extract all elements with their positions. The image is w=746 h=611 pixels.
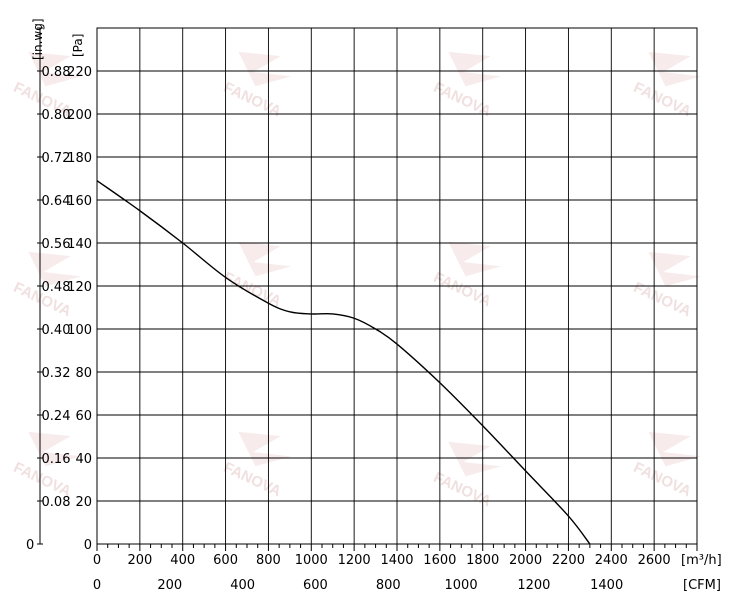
x-tick-label-m3h: 0 — [93, 553, 101, 568]
y-tick-label-inwg: 0.40 — [42, 323, 71, 338]
grid — [96, 27, 698, 545]
x-tick-label-cfm: 1400 — [590, 578, 623, 593]
x-tick-label-m3h: 1800 — [466, 553, 499, 568]
y-tick-label-inwg: 0.64 — [42, 194, 71, 209]
y-tick-label-pa: 60 — [75, 409, 92, 424]
x-tick-label-m3h: 2600 — [638, 553, 671, 568]
x-axis-m3h-ticks: 0 200 400 600 800 1000 1200 1400 1600 1800 2000 220… — [93, 553, 671, 568]
y-tick-label-inwg: 0.80 — [42, 108, 71, 123]
watermark-shape — [448, 51, 502, 87]
y-tick-label-inwg: 0.88 — [42, 65, 71, 80]
x-tick-label-m3h: 1600 — [423, 553, 456, 568]
x-tick-label-m3h: 2000 — [509, 553, 542, 568]
x-axis-cfm-ticks: 0 200 400 600 800 1000 1200 1400 — [93, 578, 623, 593]
y-tick-label-pa: 180 — [67, 151, 92, 166]
y-tick-label-pa: 80 — [75, 366, 92, 381]
watermark-shape — [28, 251, 82, 287]
series-layer — [96, 180, 591, 545]
x-tick-label-m3h: 400 — [170, 553, 195, 568]
watermark-text: FANOVA — [221, 459, 284, 500]
y-tick-label-pa: 120 — [67, 280, 92, 295]
x-tick-label-m3h: 2200 — [552, 553, 585, 568]
watermark-logo: FANOVA — [221, 431, 292, 500]
watermark-logo: FANOVA — [631, 251, 702, 320]
y-tick-label-inwg: 0.72 — [42, 151, 71, 166]
x-tick-label-cfm: 400 — [230, 578, 255, 593]
y-tick-label-pa: 40 — [75, 452, 92, 467]
y-tick-label-inwg: 0.08 — [42, 495, 71, 510]
x-tick-label-cfm: 600 — [303, 578, 328, 593]
y-tick-label-inwg: 0 — [26, 538, 34, 553]
x-tick-label-cfm: 1000 — [445, 578, 478, 593]
watermark-logo: FANOVA — [221, 51, 292, 120]
watermark-logo: FANOVA — [631, 51, 702, 120]
series-line — [96, 180, 591, 545]
y-axis-inwg-ticks: 0 0.08 0.16 0.24 0.32 0.40 0.48 0.56 0.64 0.72 0.8… — [26, 65, 70, 553]
x-tick-label-cfm: 1200 — [517, 578, 550, 593]
y-axis-pa-ticks: 0 20 40 60 80 100 120 140 160 180 200 220 — [67, 65, 92, 553]
watermark-layer: FANOVA FANOVA FANOVA FANOVA FANOVA FANOVA FANO… — [11, 51, 702, 510]
x-tick-label-m3h: 1000 — [295, 553, 328, 568]
x-tick-label-cfm: 0 — [93, 578, 101, 593]
y-tick-label-inwg: 0.16 — [42, 452, 71, 467]
axes — [37, 27, 698, 551]
x-tick-label-m3h: 1200 — [338, 553, 371, 568]
watermark-shape — [648, 251, 702, 287]
x-tick-label-cfm: 800 — [376, 578, 401, 593]
watermark-shape — [238, 241, 292, 277]
x-tick-label-m3h: 200 — [127, 553, 152, 568]
y-unit-inwg: [in.wg] — [31, 18, 45, 60]
y-tick-label-inwg: 0.48 — [42, 280, 71, 295]
watermark-text: FANOVA — [221, 269, 284, 310]
y-unit-pa: [Pa] — [71, 34, 85, 57]
x-tick-label-m3h: 1400 — [380, 553, 413, 568]
y-tick-label-pa: 200 — [67, 108, 92, 123]
y-tick-label-pa: 160 — [67, 194, 92, 209]
x-unit-m3h: [m³/h] — [681, 553, 722, 568]
x-tick-label-m3h: 600 — [213, 553, 238, 568]
watermark-shape — [448, 441, 502, 477]
watermark-logo: FANOVA — [431, 441, 502, 510]
watermark-logo: FANOVA — [431, 241, 502, 310]
y-tick-label-inwg: 0.32 — [42, 366, 71, 381]
watermark-shape — [28, 51, 82, 87]
x-unit-cfm: [CFM] — [683, 578, 721, 593]
watermark-logo: FANOVA — [631, 431, 702, 500]
watermark-logo: FANOVA — [431, 51, 502, 120]
watermark-text: FANOVA — [631, 459, 694, 500]
y-tick-label-pa: 220 — [67, 65, 92, 80]
y-tick-label-pa: 0 — [84, 538, 92, 553]
y-tick-label-inwg: 0.56 — [42, 237, 71, 252]
watermark-shape — [648, 51, 702, 87]
x-tick-label-m3h: 2400 — [595, 553, 628, 568]
x-tick-label-m3h: 800 — [256, 553, 281, 568]
watermark-text: FANOVA — [631, 279, 694, 320]
y-tick-label-pa: 140 — [67, 237, 92, 252]
watermark-shape — [448, 241, 502, 277]
y-tick-label-inwg: 0.24 — [42, 409, 71, 424]
watermark-shape — [238, 51, 292, 87]
y-tick-label-pa: 100 — [67, 323, 92, 338]
x-tick-label-cfm: 200 — [157, 578, 182, 593]
y-tick-label-pa: 20 — [75, 495, 92, 510]
